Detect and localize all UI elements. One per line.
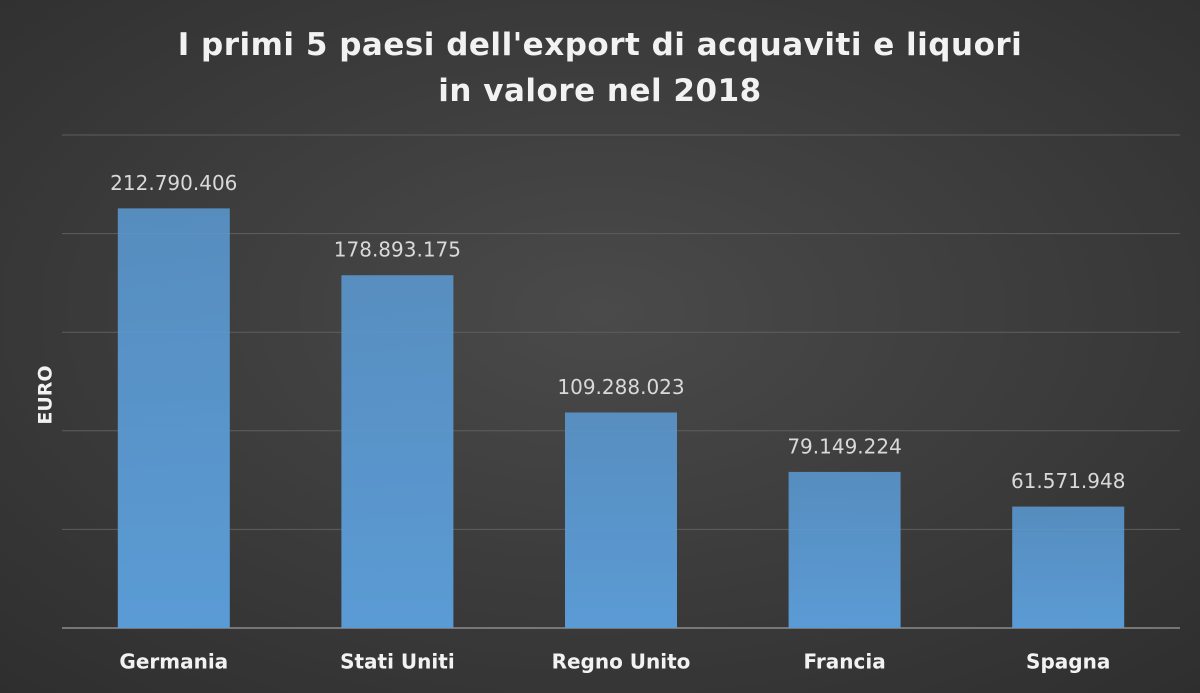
x-tick-label: Spagna — [1026, 650, 1110, 674]
y-axis-label: EURO — [35, 365, 57, 424]
data-label: 212.790.406 — [110, 171, 237, 195]
data-label: 178.893.175 — [334, 238, 461, 262]
x-tick-label: Francia — [804, 650, 886, 674]
x-tick-label: Regno Unito — [552, 650, 691, 674]
data-label: 61.571.948 — [1011, 469, 1126, 493]
x-tick-label: Stati Uniti — [340, 650, 455, 674]
data-label: 79.149.224 — [787, 434, 902, 458]
bar — [788, 471, 901, 628]
bar — [117, 208, 230, 628]
bar — [341, 275, 454, 628]
data-label: 109.288.023 — [557, 375, 684, 399]
x-tick-label: Germania — [119, 650, 228, 674]
chart-title: I primi 5 paesi dell'export di acquaviti… — [177, 27, 1023, 109]
bar — [1012, 506, 1125, 628]
bar — [565, 412, 677, 628]
